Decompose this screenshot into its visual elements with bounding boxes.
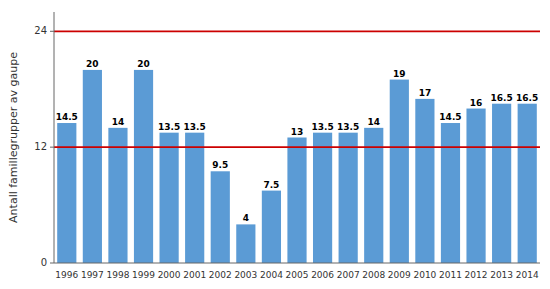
x-tick-label: 2012 [465, 270, 488, 280]
data-label: 4 [243, 213, 249, 223]
y-tick [50, 147, 54, 148]
data-labels: 14.5 20 14 20 13.5 13.5 9.5 4 7.5 13 13.5 13.5 14 19 1… [56, 59, 539, 223]
data-label: 20 [86, 59, 99, 69]
x-tick-label: 2013 [490, 270, 513, 280]
bar [108, 128, 127, 263]
y-tick-label: 12 [34, 141, 47, 152]
bar [518, 104, 537, 263]
reference-line [54, 146, 540, 148]
bar [339, 133, 358, 263]
x-axis-line [54, 263, 540, 264]
x-tick-label: 2001 [183, 270, 206, 280]
bar [466, 109, 485, 263]
x-tick-label: 2014 [516, 270, 539, 280]
bar [83, 70, 102, 263]
x-tick-label: 2003 [234, 270, 257, 280]
data-label: 13.5 [337, 122, 359, 132]
x-tick-label: 2008 [362, 270, 385, 280]
bar [313, 133, 332, 263]
x-tick-label: 2011 [439, 270, 462, 280]
bar [415, 99, 434, 263]
x-tick-label: 2010 [413, 270, 436, 280]
y-axis: 0 12 24 [34, 25, 54, 268]
data-label: 13.5 [311, 122, 333, 132]
x-tick-label: 2002 [209, 270, 232, 280]
bar [134, 70, 153, 263]
bar [160, 133, 179, 263]
x-tick-label: 1996 [55, 270, 78, 280]
data-label: 7.5 [263, 180, 279, 190]
data-label: 9.5 [212, 160, 228, 170]
data-label: 17 [419, 88, 432, 98]
data-label: 16 [470, 98, 483, 108]
data-label: 13.5 [158, 122, 180, 132]
bar [57, 123, 76, 263]
bar [364, 128, 383, 263]
bar [287, 138, 306, 264]
data-label: 16.5 [516, 93, 538, 103]
bar [211, 171, 230, 263]
y-axis-line [54, 12, 55, 263]
bar [390, 80, 409, 263]
reference-lines [54, 31, 540, 147]
x-tick-label: 2004 [260, 270, 283, 280]
bar [185, 133, 204, 263]
data-label: 13.5 [184, 122, 206, 132]
x-tick-label: 1999 [132, 270, 155, 280]
bar [236, 224, 255, 263]
x-tick-label: 1997 [81, 270, 104, 280]
reference-line [54, 30, 540, 32]
x-tick-label: 2009 [388, 270, 411, 280]
x-tick-label: 2005 [286, 270, 309, 280]
data-label: 14.5 [439, 112, 461, 122]
x-tick-label: 2000 [158, 270, 181, 280]
data-label: 19 [393, 69, 406, 79]
bar [441, 123, 460, 263]
y-tick [50, 31, 54, 32]
chart-container: 01224Antall famillegrupper av gaupe19961… [0, 0, 550, 289]
data-label: 14 [367, 117, 380, 127]
bar [262, 191, 281, 263]
y-axis-label: Antall famillegrupper av gaupe [7, 52, 20, 223]
y-tick-label: 24 [34, 25, 47, 36]
data-label: 14.5 [56, 112, 78, 122]
chart: 01224Antall famillegrupper av gaupe19961… [0, 0, 550, 289]
x-tick-label: 2006 [311, 270, 334, 280]
x-tick-label: 1998 [106, 270, 129, 280]
x-tick-label: 2007 [337, 270, 360, 280]
data-label: 13 [291, 127, 304, 137]
bar [492, 104, 511, 263]
data-label: 16.5 [491, 93, 513, 103]
bars [57, 70, 537, 263]
y-tick-label: 0 [41, 257, 47, 268]
y-tick [50, 263, 54, 264]
data-label: 20 [137, 59, 150, 69]
x-axis: 1996199719981999200020012002200320042005… [55, 270, 539, 280]
data-label: 14 [112, 117, 125, 127]
